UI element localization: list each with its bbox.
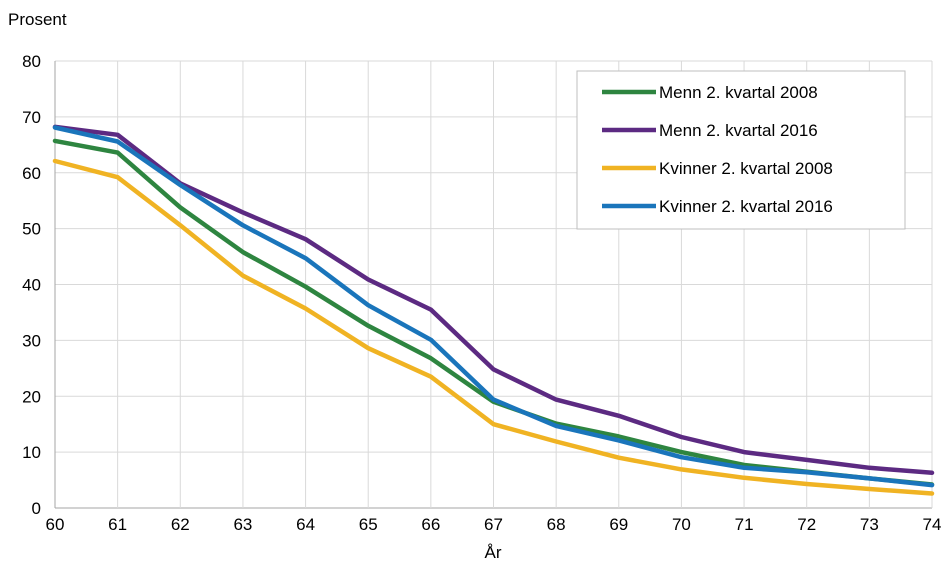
- y-tick-label: 10: [22, 443, 41, 462]
- x-tick-label: 66: [421, 515, 440, 534]
- legend-label-1: Menn 2. kvartal 2008: [659, 83, 818, 102]
- y-tick-label: 60: [22, 164, 41, 183]
- y-tick-label: 50: [22, 220, 41, 239]
- x-tick-label: 73: [860, 515, 879, 534]
- x-tick-label: 60: [46, 515, 65, 534]
- legend-label-3: Kvinner 2. kvartal 2008: [659, 159, 833, 178]
- x-tick-label: 62: [171, 515, 190, 534]
- y-axis: 0 10 20 30 40 50 60 70 80: [22, 52, 41, 518]
- x-tick-label: 65: [359, 515, 378, 534]
- x-tick-label: 64: [296, 515, 315, 534]
- y-tick-label: 40: [22, 276, 41, 295]
- y-axis-title: Prosent: [8, 10, 67, 29]
- x-tick-label: 67: [484, 515, 503, 534]
- y-tick-label: 0: [32, 499, 41, 518]
- series-line-3: [52, 158, 935, 496]
- legend-box: [576, 70, 906, 230]
- x-tick-label: 69: [609, 515, 628, 534]
- x-tick-label: 70: [672, 515, 691, 534]
- y-tick-label: 20: [22, 387, 41, 406]
- legend-label-2: Menn 2. kvartal 2016: [659, 121, 818, 140]
- x-tick-label: 61: [108, 515, 127, 534]
- y-tick-label: 70: [22, 108, 41, 127]
- y-tick-label: 80: [22, 52, 41, 71]
- y-tick-label: 30: [22, 331, 41, 350]
- legend: Menn 2. kvartal 2008 Menn 2. kvartal 2016…: [576, 70, 906, 230]
- x-tick-label: 71: [735, 515, 754, 534]
- x-tick-label: 63: [233, 515, 252, 534]
- series-group: [52, 124, 935, 496]
- x-tick-label: 74: [923, 515, 942, 534]
- x-tick-label: 68: [547, 515, 566, 534]
- legend-label-4: Kvinner 2. kvartal 2016: [659, 197, 833, 216]
- x-axis: 60 61 62 63 64 65 66 67 68 69 70 71 72 73 74: [46, 515, 942, 534]
- series-line-2: [52, 124, 935, 476]
- x-tick-label: 72: [797, 515, 816, 534]
- x-axis-title: År: [485, 543, 502, 562]
- series-line-4: [52, 125, 935, 488]
